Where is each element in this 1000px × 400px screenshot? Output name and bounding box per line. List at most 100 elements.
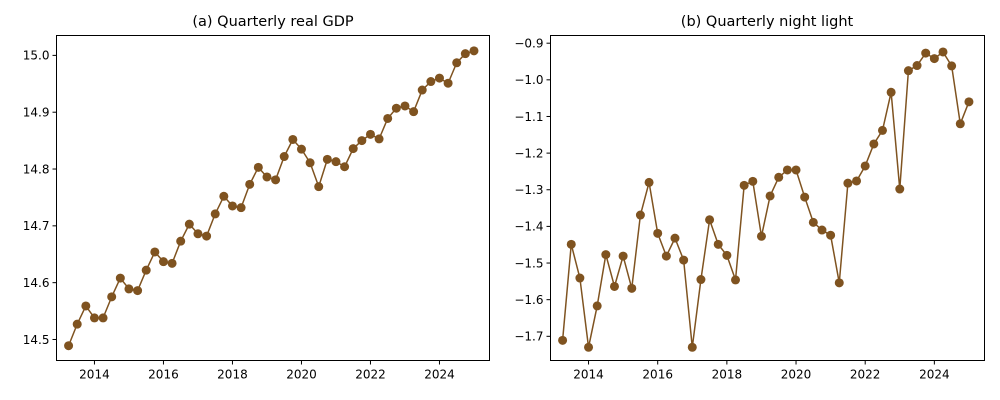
y-tick-label: −1.2 [514,146,543,160]
data-point [860,161,870,171]
plot-area: 2014 2016 2018 2020 2022 2024 14.5 14.6 14.7 14.8… [23,46,479,382]
data-point [357,136,367,146]
series-line [561,51,970,349]
data-point [774,172,784,182]
x-tick-label: 2020 [286,368,317,382]
data-point [340,162,350,172]
x-tick-label: 2024 [424,368,455,382]
data-point [653,228,663,238]
data-point [469,46,479,56]
data-point [115,273,125,283]
data-point [107,292,117,302]
y-tick-label: 15.0 [23,49,50,63]
data-point [210,209,220,219]
data-point [133,286,143,296]
data-point [400,101,410,111]
data-point [800,192,810,202]
data-point [696,275,706,285]
data-point [374,134,384,144]
axes-frame [56,35,490,361]
data-point [279,152,289,162]
data-point [253,162,263,172]
data-point [426,77,436,87]
data-point [739,180,749,190]
y-tick-label: 14.5 [23,333,50,347]
data-point [687,342,697,352]
x-tick-label: 2022 [355,368,386,382]
data-point [383,113,393,123]
y-tick-label: −1.0 [514,73,543,87]
data-point [609,281,619,291]
data-point [452,58,462,68]
data-point [826,230,836,240]
data-point [184,219,194,229]
data-point [782,165,792,175]
data-point [679,255,689,265]
data-point [722,250,732,260]
y-tick-label: 14.7 [23,219,50,233]
data-point [417,85,427,95]
y-tick-label: 14.8 [23,162,50,176]
x-tick-label: 2018 [217,368,248,382]
data-point [193,229,203,239]
y-tick-label: −1.5 [514,256,543,270]
data-point [895,184,905,194]
data-point [912,61,922,71]
data-point [158,257,168,267]
y-tick-label: −1.1 [514,110,543,124]
chart-title: (b) Quarterly night light [681,14,854,30]
data-point [409,107,419,117]
data-point [305,158,315,168]
data-point [150,247,160,257]
data-point [929,54,939,64]
x-tick-label: 2016 [148,368,179,382]
data-point [176,236,186,246]
data-point [938,47,948,57]
data-point [627,283,637,293]
data-point [64,341,74,351]
data-point [262,172,272,182]
chart-title: (a) Quarterly real GDP [192,14,354,30]
data-point [575,273,585,283]
data-point [81,301,91,311]
data-point [227,201,237,211]
y-tick-label: −0.9 [514,36,543,50]
data-point [618,251,628,261]
data-point [731,275,741,285]
plot-area: 2014 2016 2018 2020 2022 2024 −1.7 −1.6 −1.5 −1.4… [514,36,974,382]
x-tick-label: 2024 [919,368,950,382]
data-point [765,191,775,201]
data-point [877,125,887,135]
data-point [202,231,212,241]
x-tick-label: 2016 [642,368,673,382]
data-point [271,175,281,185]
data-point [601,250,611,260]
data-point [808,217,818,227]
data-point [219,191,229,201]
y-tick-label: −1.7 [514,330,543,344]
data-point [141,265,151,275]
data-point [443,78,453,88]
data-point [661,251,671,261]
data-point [391,103,401,113]
x-tick-label: 2020 [781,368,812,382]
x-tick-label: 2018 [712,368,743,382]
data-point [322,154,332,164]
data-point [955,119,965,129]
panel-night-light: (b) Quarterly night light 2014 2016 2018 20… [514,14,985,382]
data-point [584,342,594,352]
data-point [558,335,568,345]
x-tick-label: 2022 [850,368,881,382]
x-tick-label: 2014 [573,368,604,382]
data-point [644,177,654,187]
y-tick-label: −1.6 [514,293,543,307]
data-point [566,239,576,249]
data-point [460,49,470,59]
data-point [852,176,862,186]
data-point [635,210,645,220]
y-tick-label: −1.4 [514,220,543,234]
data-point [236,203,246,213]
data-point [843,178,853,188]
